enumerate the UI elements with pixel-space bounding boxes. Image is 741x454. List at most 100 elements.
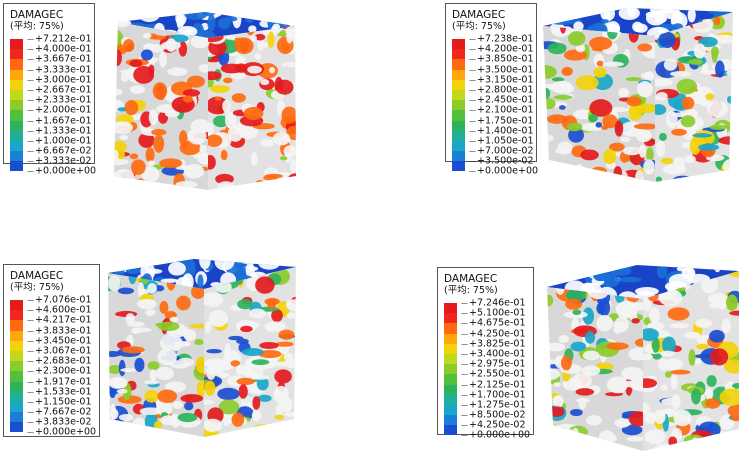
- legend-title: DAMAGEC: [444, 273, 498, 285]
- legend-value: +2.125e-01: [461, 379, 530, 389]
- legend-value: +1.750e-01: [469, 115, 538, 125]
- legend-value: +1.000e-01: [27, 136, 96, 146]
- legend-value: +3.833e-01: [27, 325, 96, 335]
- legend-value: +2.100e-01: [469, 105, 538, 115]
- color-swatch: [10, 422, 23, 433]
- color-swatch: [10, 412, 23, 423]
- legend-value: +3.333e-02: [27, 156, 96, 166]
- legend-value: +4.200e-01: [469, 44, 538, 54]
- damage-cube: [547, 265, 739, 451]
- color-swatch: [452, 140, 465, 152]
- legend-value: +3.333e-01: [27, 64, 96, 74]
- color-swatch: [10, 110, 23, 121]
- legend-value: +3.000e-01: [27, 75, 96, 85]
- color-swatch: [452, 151, 465, 162]
- damage-cube: [108, 259, 296, 437]
- legend-value: +0.000e+00: [27, 166, 96, 176]
- legend-value: +1.400e-01: [469, 126, 538, 136]
- color-swatch: [10, 69, 23, 80]
- color-swatch: [444, 394, 457, 405]
- color-swatch: [10, 151, 23, 162]
- legend-value: +7.238e-01: [469, 34, 538, 44]
- legend-value: +1.150e-01: [27, 397, 96, 407]
- legend-value: +1.667e-01: [27, 115, 96, 125]
- color-swatch: [10, 39, 23, 50]
- legend-value: +0.000e+00: [27, 427, 96, 437]
- color-swatch: [444, 384, 457, 395]
- color-swatch: [452, 161, 465, 172]
- legend-value: +2.550e-01: [461, 369, 530, 379]
- legend: DAMAGEC (平均: 75%) +7.212e-01+4.000e-01+3…: [3, 3, 96, 177]
- legend-value: +3.067e-01: [27, 346, 96, 356]
- legend-value: +4.600e-01: [27, 305, 96, 315]
- color-swatch: [452, 89, 465, 101]
- legend-subtitle: (平均: 75%): [10, 21, 64, 32]
- color-swatch: [10, 391, 23, 402]
- panel-top-left: DAMAGEC (平均: 75%) +7.212e-01+4.000e-01+3…: [0, 0, 370, 227]
- color-swatch: [10, 330, 23, 341]
- color-swatch: [444, 313, 457, 324]
- color-swatch: [10, 371, 23, 382]
- color-scale: [10, 300, 23, 438]
- panel-bottom-left: DAMAGEC (平均: 75%) +7.076e-01+4.600e-01+4…: [0, 227, 370, 454]
- legend-value: +2.667e-01: [27, 85, 96, 95]
- legend-value: +3.500e-02: [469, 156, 538, 166]
- color-swatch: [452, 79, 465, 90]
- color-swatch: [10, 89, 23, 101]
- legend-title: DAMAGEC: [452, 9, 506, 21]
- legend-value: +3.450e-01: [27, 336, 96, 346]
- color-swatch: [444, 343, 457, 354]
- legend-value: +2.683e-01: [27, 356, 96, 366]
- legend-value: +7.246e-01: [461, 298, 530, 308]
- legend-value: +7.076e-01: [27, 295, 96, 305]
- legend-value: +7.212e-01: [27, 34, 96, 44]
- color-swatch: [444, 415, 457, 426]
- color-swatch: [452, 49, 465, 60]
- color-swatch: [10, 340, 23, 351]
- legend-value: +0.000e+00: [469, 166, 538, 176]
- color-swatch: [10, 120, 23, 131]
- legend-value: +1.275e-01: [461, 400, 530, 410]
- legend-value: +1.533e-01: [27, 387, 96, 397]
- legend-value: +2.000e-01: [27, 105, 96, 115]
- color-swatch: [10, 381, 23, 392]
- color-swatch: [10, 161, 23, 172]
- legend-subtitle: (平均: 75%): [444, 285, 498, 296]
- color-swatch: [444, 404, 457, 416]
- color-swatch: [10, 401, 23, 413]
- legend-value: +2.450e-01: [469, 95, 538, 105]
- legend-labels: +7.076e-01+4.600e-01+4.217e-01+3.833e-01…: [27, 295, 96, 438]
- color-swatch: [452, 130, 465, 141]
- color-swatch: [444, 374, 457, 385]
- legend-value: +2.800e-01: [469, 85, 538, 95]
- color-swatch: [452, 59, 465, 70]
- color-swatch: [10, 350, 23, 362]
- legend-subtitle: (平均: 75%): [452, 21, 506, 32]
- color-swatch: [444, 303, 457, 314]
- legend-value: +6.667e-02: [27, 146, 96, 156]
- color-swatch: [444, 323, 457, 334]
- legend-value: +8.500e-02: [461, 410, 530, 420]
- legend-labels: +7.212e-01+4.000e-01+3.667e-01+3.333e-01…: [27, 34, 96, 177]
- color-swatch: [452, 100, 465, 111]
- legend-value: +3.825e-01: [461, 339, 530, 349]
- legend-value: +5.100e-01: [461, 308, 530, 318]
- color-swatch: [10, 300, 23, 311]
- color-scale: [444, 303, 457, 441]
- color-scale: [452, 39, 465, 177]
- color-swatch: [444, 333, 457, 344]
- legend-value: +1.700e-01: [461, 390, 530, 400]
- legend-value: +2.333e-01: [27, 95, 96, 105]
- legend-value: +4.250e-02: [461, 420, 530, 430]
- color-swatch: [10, 59, 23, 70]
- color-swatch: [10, 140, 23, 152]
- legend-value: +3.400e-01: [461, 349, 530, 359]
- color-swatch: [444, 353, 457, 365]
- damage-cube: [114, 12, 296, 190]
- color-swatch: [452, 110, 465, 121]
- legend: DAMAGEC (平均: 75%) +7.076e-01+4.600e-01+4…: [3, 264, 100, 438]
- legend-value: +7.000e-02: [469, 146, 538, 156]
- legend-value: +2.975e-01: [461, 359, 530, 369]
- panel-bottom-right: DAMAGEC (平均: 75%) +7.246e-01+5.100e-01 +4…: [437, 227, 741, 454]
- legend-value: +1.333e-01: [27, 126, 96, 136]
